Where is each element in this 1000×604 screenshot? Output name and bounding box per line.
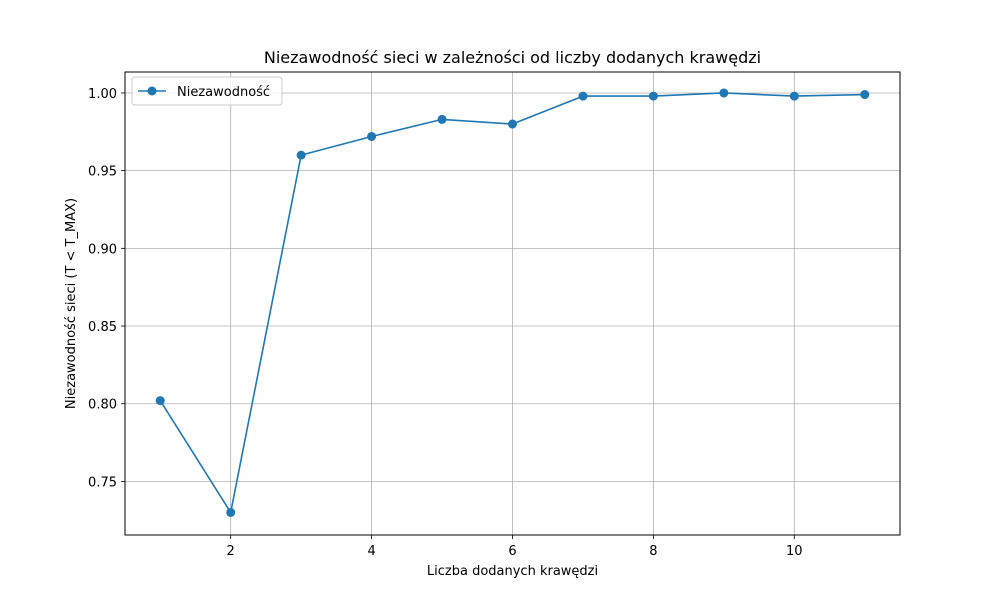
y-tick-label: 0.85	[88, 320, 117, 335]
legend: Niezawodność	[131, 76, 283, 106]
x-tick-label: 8	[649, 544, 657, 559]
series-layer	[155, 88, 870, 517]
x-axis-label: Liczba dodanych krawędzi	[427, 564, 598, 579]
chart-title: Niezawodność sieci w zależności od liczb…	[264, 48, 761, 67]
y-axis-ticks: 0.75 0.80 0.85 0.90 0.95 1.00	[88, 87, 125, 490]
x-tick-label: 2	[227, 544, 235, 559]
x-tick-label: 6	[508, 544, 516, 559]
x-axis-ticks: 2 4 6 8 10	[227, 535, 803, 559]
grid	[125, 72, 900, 535]
data-point	[648, 91, 658, 101]
y-tick-label: 0.95	[88, 165, 117, 180]
data-point	[155, 396, 165, 406]
data-point	[578, 91, 588, 101]
legend-box	[131, 76, 283, 106]
y-tick-label: 0.80	[88, 398, 117, 413]
y-tick-label: 1.00	[88, 87, 117, 102]
data-point	[226, 507, 236, 517]
x-tick-label: 10	[786, 544, 803, 559]
legend-marker-swatch	[147, 86, 157, 96]
data-point	[719, 88, 729, 98]
data-point	[437, 114, 447, 124]
y-tick-label: 0.90	[88, 242, 117, 257]
x-tick-label: 4	[367, 544, 375, 559]
data-point	[789, 91, 799, 101]
legend-entry-label: Niezawodność	[177, 85, 270, 100]
y-axis-label: Niezawodność sieci (T < T_MAX)	[64, 198, 79, 409]
data-point	[367, 131, 377, 141]
data-point	[296, 150, 306, 160]
data-point	[860, 90, 870, 100]
data-point	[508, 119, 517, 129]
y-tick-label: 0.75	[88, 475, 117, 490]
